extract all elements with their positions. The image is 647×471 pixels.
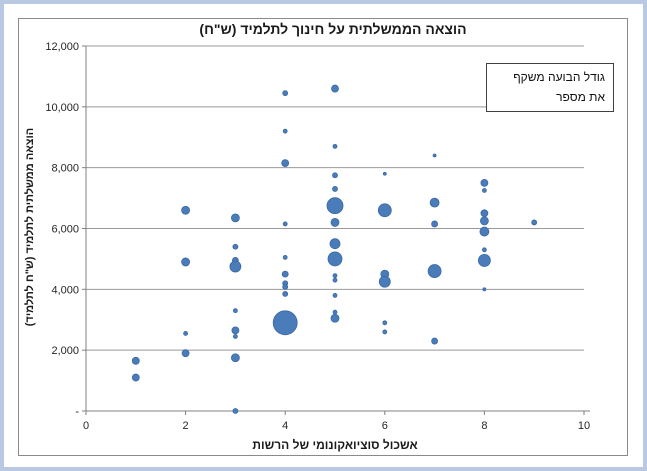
bubble [477, 254, 491, 267]
bubble [332, 309, 338, 315]
bubble [332, 277, 338, 283]
bubble [326, 197, 344, 215]
bubble [231, 326, 240, 335]
bubble [429, 197, 440, 208]
bubble [378, 275, 391, 288]
bubble [332, 273, 338, 279]
x-tick-label: 4 [282, 420, 288, 432]
y-tick-label: 2,000 [51, 345, 79, 357]
bubble [272, 310, 298, 336]
bubble [282, 254, 288, 260]
plot-svg: 12,000 10,000 8,000 6,000 4,000 2,000 -0 2 4 6 8 10 [45, 41, 590, 432]
bubble [232, 334, 238, 339]
bubble [382, 320, 388, 326]
bubble [481, 247, 487, 253]
bubble [479, 226, 490, 237]
bubble [482, 287, 487, 292]
bubble [480, 209, 489, 218]
bubble [282, 290, 289, 297]
bubble [332, 143, 338, 149]
bubble [431, 337, 439, 345]
bubble [332, 172, 338, 179]
bubble [282, 90, 289, 97]
x-tick-label: 8 [481, 420, 487, 432]
annotation-box: גודל הבועה משקף את מספר [486, 63, 614, 112]
bubble [131, 356, 140, 365]
bubble [330, 313, 340, 323]
y-tick-label: 12,000 [45, 41, 79, 53]
chart-box: 12,000 10,000 8,000 6,000 4,000 2,000 -0 2 4 6 8 10… [18, 18, 628, 456]
bubble [432, 153, 437, 158]
bubble [327, 251, 343, 267]
bubble [229, 260, 242, 273]
y-tick-label: 8,000 [51, 163, 79, 175]
bubble [181, 257, 191, 267]
bubble [230, 213, 240, 223]
bubble [232, 408, 239, 414]
bubble [131, 373, 140, 382]
bubble [181, 205, 191, 215]
bubble [281, 159, 290, 168]
bubble [531, 219, 538, 226]
bubble [232, 308, 238, 314]
y-tick-label: 4,000 [51, 284, 79, 296]
x-tick-label: 0 [83, 420, 89, 432]
bubble [480, 178, 489, 187]
chart-title: הוצאה הממשלתית על חינוך לתלמיד (ש"ח) [199, 21, 467, 37]
bubble [181, 349, 190, 358]
y-tick-label: - [75, 406, 79, 418]
bubble [377, 203, 392, 218]
bubble [427, 264, 442, 278]
bubble [479, 216, 489, 226]
bubble [332, 186, 338, 192]
bubble [330, 218, 340, 227]
bubble [331, 84, 339, 93]
annotation-line-2: את מספר [556, 90, 605, 104]
y-axis-title: הוצאה ממשלתית לתלמיד (ש"ח לתלמיד) [24, 127, 36, 327]
y-tick-label: 6,000 [51, 224, 79, 236]
bubble [282, 128, 288, 134]
bubble [282, 221, 288, 227]
y-tick-label: 10,000 [45, 102, 79, 114]
bubble [232, 243, 239, 250]
x-tick-label: 6 [382, 420, 388, 432]
x-axis-title: אשכול סוציואקונומי של הרשות [252, 438, 418, 452]
bubble [282, 283, 289, 290]
bubble [431, 220, 439, 228]
bubble [281, 270, 289, 278]
bubble [183, 331, 189, 336]
bubble [329, 238, 341, 250]
annotation-line-1: גודל הבועה משקף [513, 70, 605, 84]
bubble [382, 329, 388, 335]
bubble [382, 171, 387, 176]
x-tick-label: 2 [183, 420, 189, 432]
bubble [481, 188, 487, 193]
bubble [332, 293, 338, 298]
x-tick-label: 10 [578, 420, 590, 432]
bubble [230, 353, 240, 363]
